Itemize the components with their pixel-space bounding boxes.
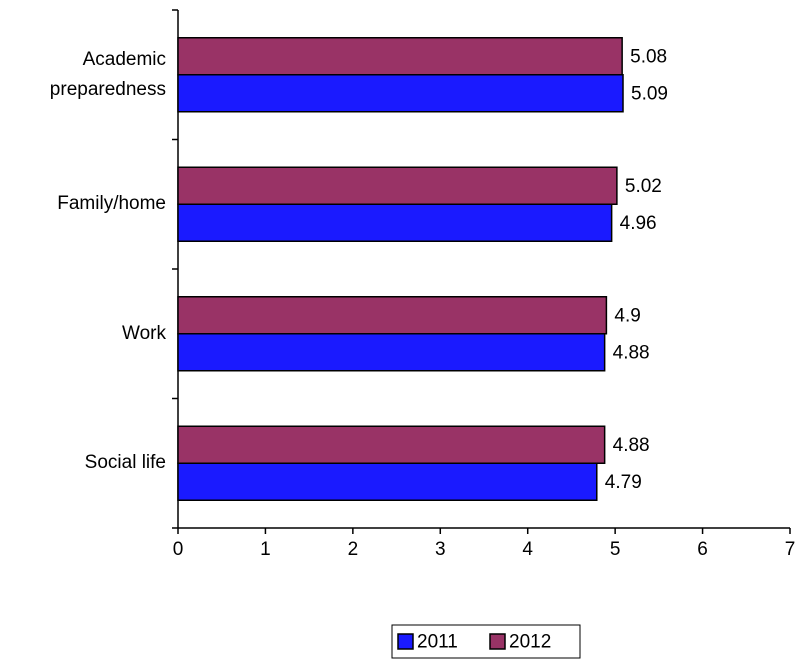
x-tick-label: 0 bbox=[173, 539, 184, 560]
y-tick-label: Work bbox=[122, 322, 166, 344]
bar bbox=[177, 425, 606, 464]
x-tick-label: 4 bbox=[522, 539, 533, 560]
x-tick-label: 3 bbox=[435, 539, 446, 560]
legend-box bbox=[391, 624, 581, 659]
value-label: 4.9 bbox=[614, 305, 640, 326]
x-tick-label: 1 bbox=[260, 539, 271, 560]
legend-swatch bbox=[489, 633, 506, 650]
legend-label: 2011 bbox=[417, 632, 458, 653]
value-label: 4.96 bbox=[620, 213, 657, 234]
value-label: 4.88 bbox=[613, 342, 650, 363]
x-tick-label: 2 bbox=[348, 539, 359, 560]
bar bbox=[177, 37, 623, 76]
bar bbox=[177, 74, 624, 113]
value-label: 5.09 bbox=[631, 83, 668, 104]
x-tick-label: 5 bbox=[610, 539, 621, 560]
value-label: 5.02 bbox=[625, 176, 662, 197]
x-tick-label: 6 bbox=[697, 539, 708, 560]
value-label: 4.79 bbox=[605, 472, 642, 493]
bar bbox=[177, 296, 608, 335]
bar bbox=[177, 462, 598, 501]
bar bbox=[177, 166, 618, 205]
bar bbox=[177, 203, 613, 242]
y-tick-label: Academic preparedness bbox=[49, 48, 166, 100]
legend-label: 2012 bbox=[509, 632, 551, 653]
legend-swatch bbox=[397, 633, 414, 650]
value-label: 5.08 bbox=[630, 46, 667, 67]
value-label: 4.88 bbox=[613, 435, 650, 456]
y-tick-label: Family/home bbox=[57, 193, 166, 215]
x-tick-label: 7 bbox=[785, 539, 796, 560]
bar bbox=[177, 333, 606, 372]
y-tick-label: Social life bbox=[84, 452, 166, 474]
